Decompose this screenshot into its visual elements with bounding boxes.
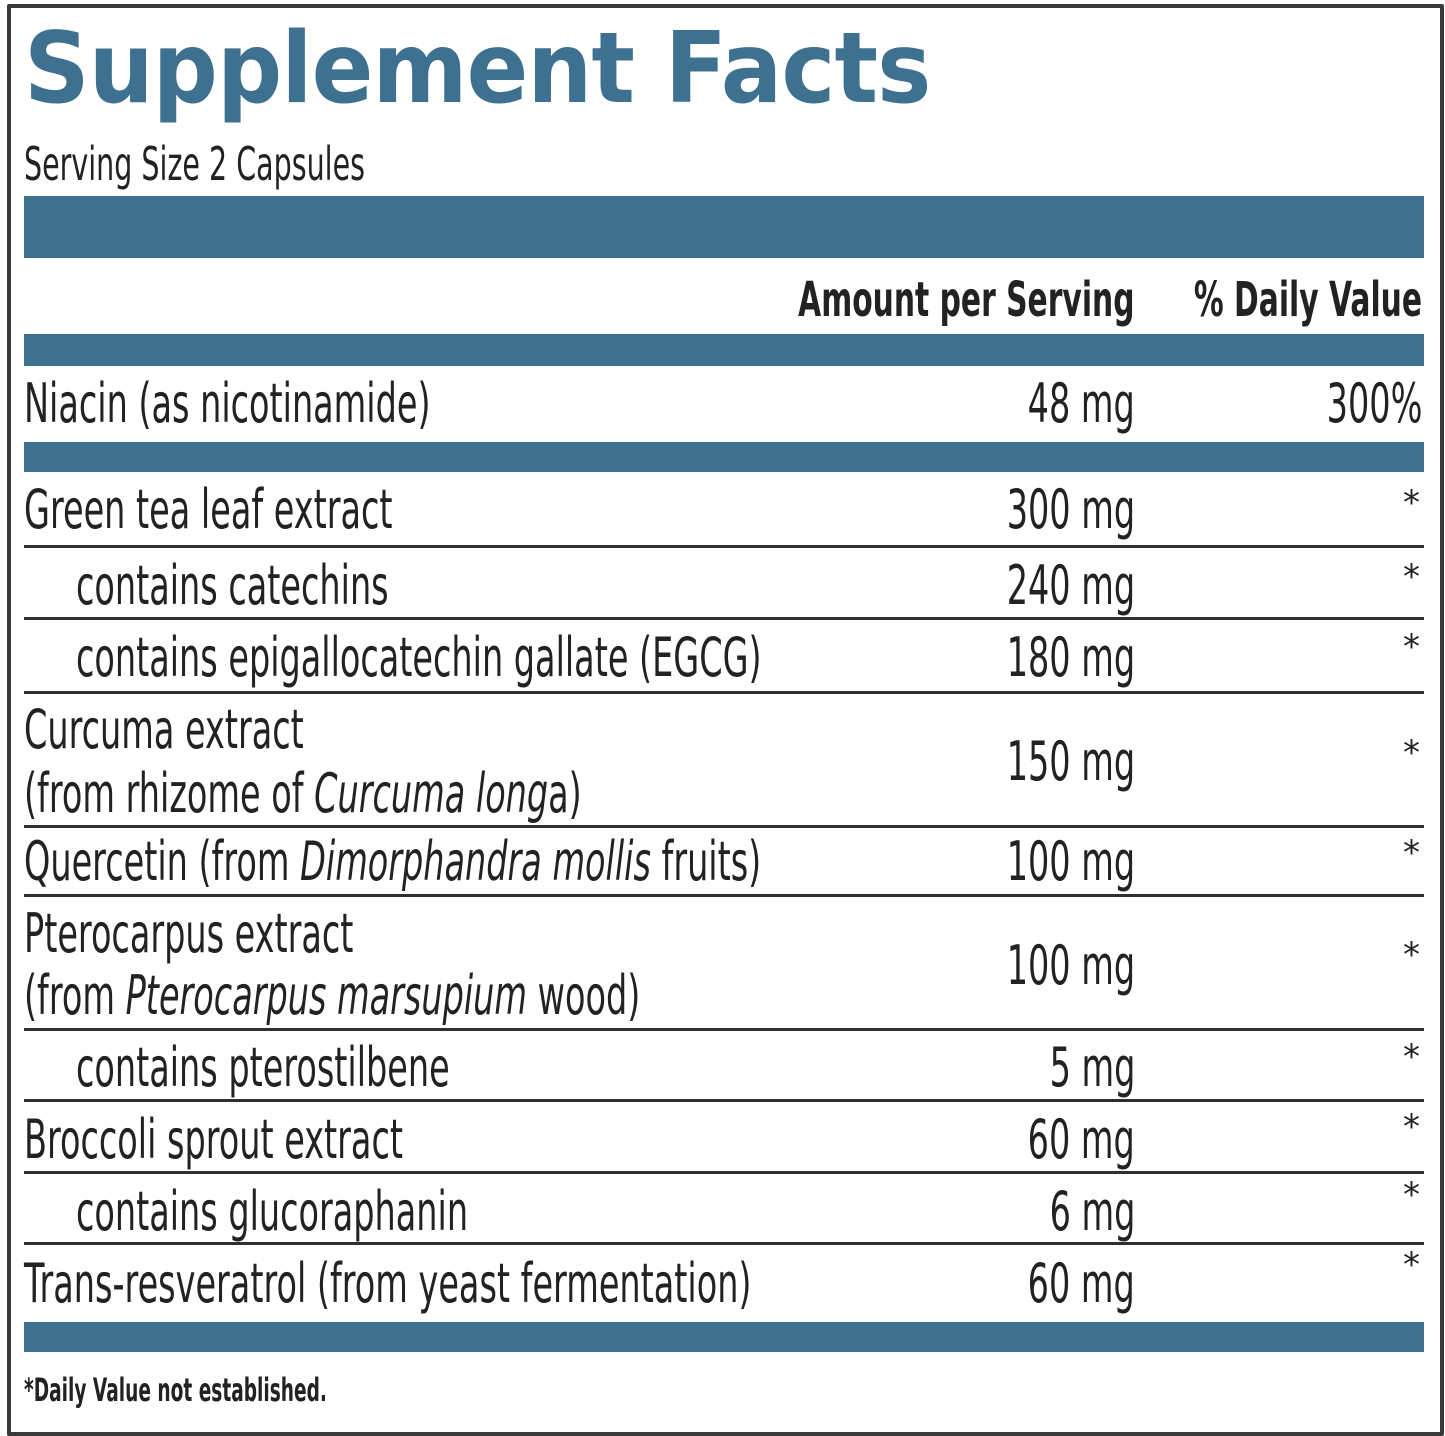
daily-value-header-text: % Daily Value bbox=[1193, 272, 1422, 328]
ingredient-amount: 100 mg bbox=[928, 934, 1135, 998]
ingredient-amount: 6 mg bbox=[997, 1180, 1135, 1244]
resveratrol-amount: 60 mg bbox=[1027, 1252, 1135, 1315]
top-thick-bar bbox=[24, 196, 1424, 258]
row-divider bbox=[24, 894, 1424, 897]
niacin-daily-value: 300% bbox=[1326, 372, 1422, 435]
broccoli-amount: 60 mg bbox=[1027, 1108, 1135, 1171]
glucoraphanin-amount: 6 mg bbox=[1049, 1180, 1135, 1243]
ingredient-amount: 100 mg bbox=[928, 830, 1135, 894]
curcuma-amount: 150 mg bbox=[1006, 730, 1135, 793]
quercetin-species: Dimorphandra mollis bbox=[300, 830, 651, 893]
ingredient-name: contains pterostilbene bbox=[76, 1036, 679, 1100]
broccoli-name: Broccoli sprout extract bbox=[24, 1108, 403, 1171]
serving-size: Serving Size 2 Capsules bbox=[24, 136, 574, 192]
niacin-name: Niacin (as nicotinamide) bbox=[24, 372, 431, 435]
quercetin-post: fruits) bbox=[650, 830, 762, 893]
bottom-bar bbox=[24, 1322, 1424, 1352]
serving-size-text: Serving Size 2 Capsules bbox=[24, 137, 366, 191]
curcuma-source-pre: (from rhizome of bbox=[24, 762, 315, 825]
egcg-amount: 180 mg bbox=[1006, 626, 1135, 689]
row-divider bbox=[24, 691, 1424, 694]
nutrient-name: Niacin (as nicotinamide) bbox=[24, 372, 680, 436]
ingredient-source: (from Pterocarpus marsupium wood) bbox=[24, 964, 1018, 1028]
row-divider bbox=[24, 545, 1424, 548]
curcuma-species: Curcuma long bbox=[314, 762, 549, 825]
ingredient-amount: 300 mg bbox=[928, 478, 1135, 542]
daily-value-asterisk: * bbox=[1403, 1037, 1420, 1077]
daily-value-asterisk: * bbox=[1403, 733, 1420, 773]
header-divider-bar bbox=[24, 334, 1424, 366]
quercetin-pre: Quercetin (from bbox=[24, 830, 301, 893]
nutrient-amount: 48 mg bbox=[962, 372, 1135, 436]
ingredient-amount: 150 mg bbox=[928, 730, 1135, 794]
ingredient-name: Green tea leaf extract bbox=[24, 478, 618, 542]
pterocarpus-amount: 100 mg bbox=[1006, 934, 1135, 997]
ingredient-name: contains glucoraphanin bbox=[76, 1180, 708, 1244]
resveratrol-name: Trans-resveratrol (from yeast fermentati… bbox=[24, 1252, 752, 1315]
daily-value-asterisk: * bbox=[1403, 833, 1420, 873]
column-header-amount: Amount per Serving bbox=[592, 270, 1135, 330]
row-divider bbox=[24, 1242, 1424, 1245]
row-divider bbox=[24, 617, 1424, 620]
pterocarpus-species: Pterocarpus marsupium bbox=[125, 964, 527, 1027]
quercetin-amount: 100 mg bbox=[1006, 830, 1135, 893]
label-frame bbox=[7, 4, 1444, 1436]
ingredient-name: Curcuma extract bbox=[24, 698, 475, 762]
title-text: Supplement Facts bbox=[24, 12, 931, 126]
ingredient-name: Pterocarpus extract bbox=[24, 902, 555, 966]
amount-header-text: Amount per Serving bbox=[798, 272, 1135, 328]
curcuma-source-post: a) bbox=[548, 762, 582, 825]
daily-value-asterisk: * bbox=[1403, 483, 1420, 523]
pterocarpus-source-post: wood) bbox=[526, 964, 641, 1027]
daily-value-asterisk: * bbox=[1403, 1107, 1420, 1147]
ingredient-name: Trans-resveratrol (from yeast fermentati… bbox=[24, 1252, 1197, 1316]
quercetin-name: Quercetin (from Dimorphandra mollis frui… bbox=[24, 830, 761, 894]
daily-value-asterisk: * bbox=[1403, 1175, 1420, 1215]
ingredient-source: (from rhizome of Curcuma longa) bbox=[24, 762, 924, 826]
row-divider bbox=[24, 825, 1424, 828]
ingredient-name: Quercetin (from Dimorphandra mollis frui… bbox=[24, 830, 1213, 894]
egcg-name: contains epigallocatechin gallate (EGCG) bbox=[76, 626, 762, 689]
ingredient-name: contains epigallocatechin gallate (EGCG) bbox=[76, 626, 1182, 690]
glucoraphanin-name: contains glucoraphanin bbox=[76, 1180, 469, 1243]
row-divider bbox=[24, 1099, 1424, 1102]
pterostilbene-name: contains pterostilbene bbox=[76, 1036, 450, 1099]
row-divider bbox=[24, 1171, 1424, 1174]
ingredient-amount: 5 mg bbox=[997, 1036, 1135, 1100]
daily-value-asterisk: * bbox=[1403, 627, 1420, 667]
row-divider bbox=[24, 1028, 1424, 1031]
pterocarpus-name-line2: (from Pterocarpus marsupium wood) bbox=[24, 964, 640, 1028]
ingredient-amount: 240 mg bbox=[928, 554, 1135, 618]
pterocarpus-name-line1: Pterocarpus extract bbox=[24, 902, 354, 965]
catechins-amount: 240 mg bbox=[1006, 554, 1135, 617]
green-tea-amount: 300 mg bbox=[1006, 478, 1135, 541]
ingredient-amount: 60 mg bbox=[962, 1108, 1135, 1172]
ingredient-name: contains catechins bbox=[76, 554, 580, 618]
pterocarpus-source-pre: (from bbox=[24, 964, 126, 1027]
ingredient-amount: 60 mg bbox=[962, 1252, 1135, 1316]
ingredient-name: Broccoli sprout extract bbox=[24, 1108, 635, 1172]
ingredient-amount: 180 mg bbox=[928, 626, 1135, 690]
daily-value-asterisk: * bbox=[1403, 935, 1420, 975]
curcuma-name-line2: (from rhizome of Curcuma longa) bbox=[24, 762, 582, 826]
green-tea-name: Green tea leaf extract bbox=[24, 478, 393, 541]
nutrient-daily-value: 300% bbox=[1268, 372, 1422, 436]
daily-value-asterisk: * bbox=[1403, 1245, 1420, 1285]
column-header-daily-value: % Daily Value bbox=[1054, 270, 1422, 330]
label-title: Supplement Facts bbox=[24, 14, 999, 124]
vitamin-divider-bar bbox=[24, 442, 1424, 472]
catechins-name: contains catechins bbox=[76, 554, 389, 617]
niacin-amount: 48 mg bbox=[1027, 372, 1135, 435]
footnote-text: *Daily Value not established. bbox=[24, 1371, 327, 1409]
curcuma-name-line1: Curcuma extract bbox=[24, 698, 304, 761]
footnote: *Daily Value not established. bbox=[24, 1370, 546, 1410]
pterostilbene-amount: 5 mg bbox=[1049, 1036, 1135, 1099]
daily-value-asterisk: * bbox=[1403, 557, 1420, 597]
